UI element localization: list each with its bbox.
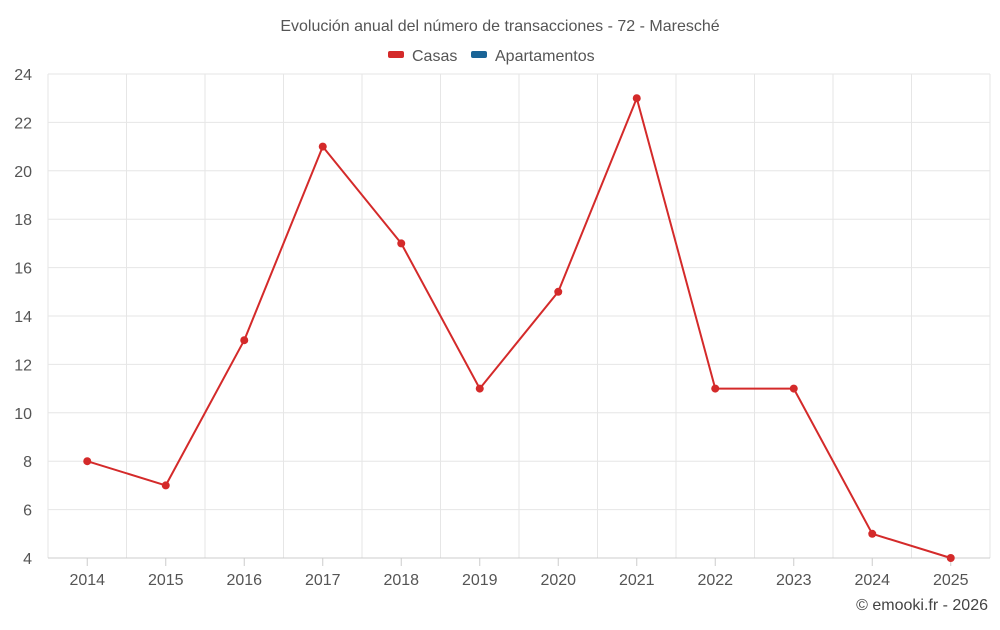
y-axis: 4 6 8 10 12 14 16 18 20 22 24 [14,67,32,568]
x-axis: 2014 2015 2016 2017 2018 2019 2020 2021 2022 2023… [48,557,990,589]
data-point[interactable] [868,529,877,538]
legend-label-casas: Casas [412,48,457,65]
x-tick-label: 2021 [619,572,655,589]
x-tick-label: 2019 [462,572,498,589]
data-point[interactable] [711,384,720,393]
credit-text: © emooki.fr - 2026 [856,597,988,614]
chart-title: Evolución anual del número de transaccio… [280,18,719,35]
legend: Casas Apartamentos [388,48,595,65]
data-point[interactable] [554,287,563,296]
grid [47,73,991,559]
x-tick-label: 2025 [933,572,969,589]
y-tick-label: 6 [23,503,32,520]
data-point[interactable] [397,239,406,248]
y-tick-label: 12 [14,357,32,374]
x-tick-label: 2016 [226,572,262,589]
x-tick-label: 2017 [305,572,341,589]
data-point[interactable] [83,457,92,466]
x-tick-label: 2020 [540,572,576,589]
y-tick-label: 8 [23,454,32,471]
y-tick-label: 10 [14,406,32,423]
data-point[interactable] [161,481,170,490]
y-tick-label: 4 [23,551,32,568]
y-tick-label: 16 [14,261,32,278]
y-tick-label: 22 [14,115,32,132]
legend-item-casas[interactable]: Casas [388,48,457,65]
data-point[interactable] [946,554,955,562]
data-point[interactable] [632,94,641,103]
legend-swatch-casas [388,51,404,58]
data-point[interactable] [789,384,798,393]
x-tick-label: 2015 [148,572,184,589]
series-casas [83,94,955,562]
y-tick-label: 14 [14,309,32,326]
x-tick-label: 2024 [854,572,890,589]
series-line [86,97,952,559]
legend-item-apartamentos[interactable]: Apartamentos [471,48,595,65]
data-point[interactable] [318,142,327,151]
y-tick-label: 20 [14,164,32,181]
x-tick-label: 2023 [776,572,812,589]
legend-label-apartamentos: Apartamentos [495,48,595,65]
x-tick-label: 2018 [383,572,419,589]
data-point[interactable] [475,384,484,393]
data-point[interactable] [240,336,249,345]
x-tick-label: 2014 [69,572,105,589]
legend-swatch-apartamentos [471,51,487,58]
y-tick-label: 18 [14,212,32,229]
x-tick-label: 2022 [697,572,733,589]
y-tick-label: 24 [14,67,32,84]
